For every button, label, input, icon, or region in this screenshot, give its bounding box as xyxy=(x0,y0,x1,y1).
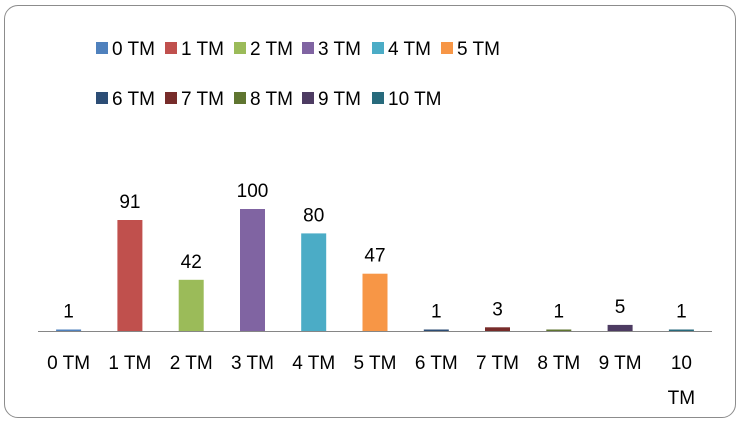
legend-item: 6 TM xyxy=(96,89,155,110)
data-label: 3 xyxy=(492,299,503,320)
x-tick-label: 8 TM xyxy=(537,353,580,374)
legend-label: 7 TM xyxy=(181,89,224,110)
legend-swatch xyxy=(234,42,246,54)
legend-label: 4 TM xyxy=(388,39,431,60)
legend-swatch xyxy=(302,92,314,104)
data-label: 1 xyxy=(676,302,687,323)
x-tick-label: 0 TM xyxy=(47,353,90,374)
data-label: 1 xyxy=(63,302,74,323)
legend-item: 8 TM xyxy=(234,89,293,110)
legend-item: 2 TM xyxy=(234,39,293,60)
data-label: 5 xyxy=(615,297,626,318)
bar xyxy=(240,209,265,331)
data-label: 47 xyxy=(364,246,385,267)
chart-legend: 0 TM 1 TM 2 TM 3 TM 4 TM 5 TM 6 TM 7 TM 8 TM 9 TM… xyxy=(96,39,500,110)
x-tick-label: 2 TM xyxy=(170,353,213,374)
legend-item: 10 TM xyxy=(372,89,442,110)
x-tick-label: 10 xyxy=(671,353,692,374)
legend-label: 2 TM xyxy=(250,39,293,60)
bar xyxy=(178,279,204,331)
bar xyxy=(607,324,633,331)
legend-label: 6 TM xyxy=(112,89,155,110)
data-label: 91 xyxy=(119,192,140,213)
x-axis: 0 TM 1 TM 2 TM 3 TM 4 TM 5 TM 6 TM 7 TM 8 TM 9 TM… xyxy=(38,331,712,409)
legend-swatch xyxy=(302,42,314,54)
bar xyxy=(546,329,572,331)
legend-label: 1 TM xyxy=(181,39,224,60)
x-tick-label: 9 TM xyxy=(599,353,642,374)
legend-label: 9 TM xyxy=(318,89,361,110)
bar xyxy=(668,329,694,331)
data-label: 80 xyxy=(303,205,324,226)
x-tick-label: 7 TM xyxy=(476,353,519,374)
legend-item: 1 TM xyxy=(165,39,224,60)
bar xyxy=(485,327,510,331)
x-tick-label: 4 TM xyxy=(292,353,335,374)
legend-item: 5 TM xyxy=(441,39,500,60)
bar xyxy=(362,273,388,331)
x-tick-label: TM xyxy=(668,388,695,409)
bar xyxy=(301,233,327,331)
x-tick-label: 1 TM xyxy=(108,353,151,374)
data-label: 42 xyxy=(181,252,202,273)
plot-area: 1 91 42 100 80 47 1 3 1 5 1 xyxy=(56,181,694,331)
x-tick-label: 5 TM xyxy=(354,353,397,374)
legend-item: 0 TM xyxy=(96,39,155,60)
x-tick-label: 6 TM xyxy=(415,353,458,374)
x-tick-label: 3 TM xyxy=(231,353,274,374)
legend-swatch xyxy=(96,42,108,54)
legend-label: 3 TM xyxy=(318,39,361,60)
legend-swatch xyxy=(372,42,384,54)
chart-frame xyxy=(4,5,736,418)
data-label: 1 xyxy=(554,302,565,323)
legend-swatch xyxy=(234,92,246,104)
legend-swatch xyxy=(441,42,453,54)
legend-label: 8 TM xyxy=(250,89,293,110)
legend-swatch xyxy=(165,92,177,104)
bar xyxy=(423,329,449,331)
legend-swatch xyxy=(165,42,177,54)
legend-item: 9 TM xyxy=(302,89,361,110)
bar xyxy=(117,220,143,331)
legend-swatch xyxy=(372,92,384,104)
legend-item: 4 TM xyxy=(372,39,431,60)
data-label: 100 xyxy=(237,181,269,202)
data-label: 1 xyxy=(431,302,442,323)
legend-item: 3 TM xyxy=(302,39,361,60)
legend-label: 0 TM xyxy=(112,39,155,60)
bar xyxy=(56,329,82,331)
legend-label: 5 TM xyxy=(457,39,500,60)
legend-item: 7 TM xyxy=(165,89,224,110)
legend-swatch xyxy=(96,92,108,104)
legend-label: 10 TM xyxy=(388,89,442,110)
